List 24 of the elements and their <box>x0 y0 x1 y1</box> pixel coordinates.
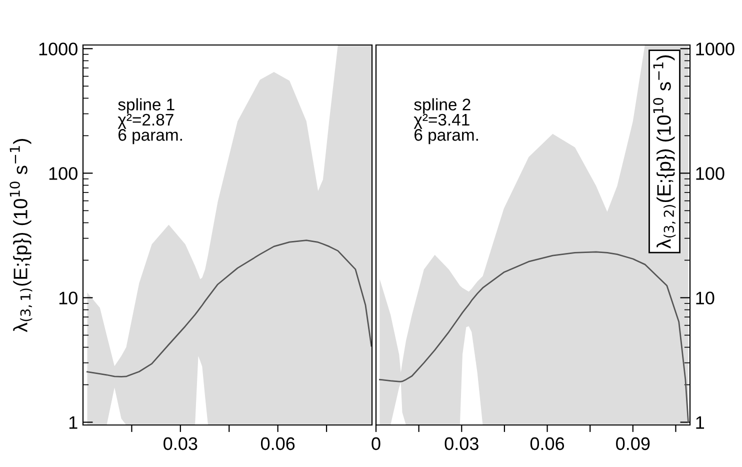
y2-tick-label: 10 <box>696 292 714 304</box>
x-tick-label: 0.09 <box>616 437 650 450</box>
y-tick-label: 1 <box>69 416 78 429</box>
line-series <box>86 240 372 378</box>
x-tick-label: 0 <box>372 437 380 450</box>
annotation: χ²=2.87 <box>118 114 174 129</box>
y-axis-title: λ$_{(3,1)}$(E;{p}) (10$^{10}$ s$^{−1}$) <box>10 139 32 332</box>
annotation: 6 param. <box>118 129 182 144</box>
x-tick-label: 0.06 <box>530 437 564 450</box>
annotation: spline 1 <box>118 98 174 114</box>
x-tick-label: 0.06 <box>260 437 295 450</box>
y-tick-label: 100 <box>49 167 78 180</box>
y2-tick-label: 100 <box>696 167 724 180</box>
y-tick-label: 1000 <box>39 42 78 56</box>
y2-tick-label: 1000 <box>696 42 734 56</box>
annotation: χ²=3.41 <box>414 114 470 129</box>
y2-axis-title: λ$_{(3,2)}$(E;{p}) (10$^{10}$ s$^{−1}$) <box>653 55 676 248</box>
annotation: spline 2 <box>414 98 470 114</box>
x-tick-label: 0.03 <box>444 437 478 450</box>
y-tick-label: 10 <box>59 292 78 304</box>
y2-tick-label: 1 <box>696 416 704 429</box>
annotation: 6 param. <box>414 129 478 144</box>
x-tick-label: 0.03 <box>164 437 198 450</box>
line-series <box>379 251 689 423</box>
